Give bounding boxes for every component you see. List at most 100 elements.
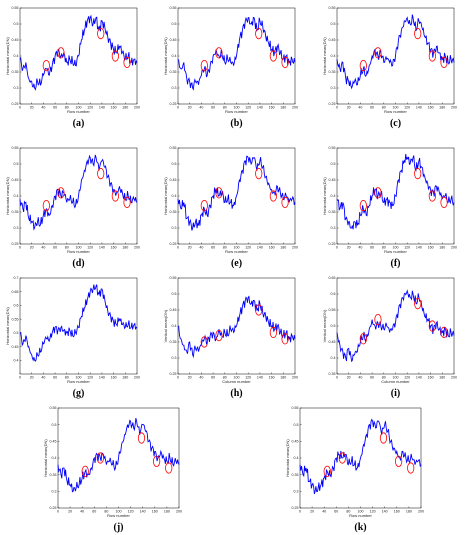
x-tick-label: 60: [92, 510, 96, 514]
highlight-marker: [359, 333, 367, 345]
y-axis-label: Vertical mean(DN): [163, 309, 168, 342]
y-tick-label: 0.45: [12, 178, 19, 182]
x-tick-label: 180: [122, 246, 128, 250]
x-axis-label: Row number: [225, 109, 248, 114]
y-tick-label: 0.55: [329, 308, 336, 312]
highlight-marker: [440, 326, 448, 338]
chart-panel-c: 0 20 40 60 80 100 120 140 160 180 200 0.25 0.3 0.35 0.…: [322, 6, 457, 129]
x-axis-label: Column number: [381, 379, 410, 384]
x-tick-label: 20: [188, 106, 192, 110]
x-tick-label: 180: [439, 376, 445, 380]
y-tick-label: 0.4: [172, 324, 177, 328]
x-tick-label: 180: [280, 106, 286, 110]
highlight-marker: [374, 313, 382, 326]
x-tick-label: 180: [439, 106, 445, 110]
highlight-marker: [96, 452, 104, 464]
highlight-marker: [111, 190, 119, 202]
x-tick-label: 100: [393, 106, 399, 110]
highlight-marker: [374, 187, 382, 199]
highlight-marker: [414, 168, 422, 180]
y-tick-label: 0.35: [170, 340, 177, 344]
x-axis-label: Row number: [67, 379, 90, 384]
highlight-marker: [281, 56, 289, 69]
highlight-marker: [57, 47, 65, 59]
x-axis-label: Row number: [225, 249, 248, 254]
x-tick-label: 60: [211, 376, 215, 380]
y-tick-label: 0.5: [331, 324, 336, 328]
highlight-marker: [97, 168, 105, 180]
x-tick-label: 140: [416, 376, 422, 380]
x-tick-label: 0: [336, 106, 338, 110]
x-tick-label: 160: [152, 510, 158, 514]
highlight-marker: [428, 190, 436, 202]
x-tick-label: 160: [269, 376, 275, 380]
x-tick-label: 20: [347, 246, 351, 250]
x-tick-label: 120: [245, 246, 251, 250]
x-tick-label: 140: [99, 246, 105, 250]
chart-panel-k: 0 20 40 60 80 100 120 140 160 180 200 0.25 0.3 0.35 0.…: [285, 406, 424, 533]
x-tick-label: 40: [41, 246, 45, 250]
x-tick-label: 200: [451, 246, 457, 250]
y-tick-label: 0.25: [170, 102, 177, 106]
x-tick-label: 140: [99, 106, 105, 110]
x-tick-label: 160: [111, 246, 117, 250]
y-axis-label: Horizontal mean(DN): [322, 177, 327, 215]
x-tick-label: 200: [451, 106, 457, 110]
x-tick-label: 80: [65, 106, 69, 110]
x-axis-label: Row number: [67, 109, 90, 114]
y-tick-label: 0.6: [331, 292, 336, 296]
x-tick-label: 140: [99, 376, 105, 380]
series-line: [336, 289, 455, 363]
highlight-marker: [440, 56, 448, 69]
y-tick-label: 0.5: [52, 423, 57, 427]
x-tick-label: 120: [370, 510, 376, 514]
y-tick-label: 0.45: [329, 178, 336, 182]
x-tick-label: 120: [128, 510, 134, 514]
y-tick-label: 0.55: [170, 6, 177, 10]
y-tick-label: 0.45: [329, 38, 336, 42]
highlight-marker: [338, 452, 346, 464]
x-tick-label: 0: [177, 246, 179, 250]
x-tick-label: 180: [122, 106, 128, 110]
x-tick-label: 80: [223, 106, 227, 110]
y-tick-label: 0.45: [50, 440, 57, 444]
x-tick-label: 20: [347, 106, 351, 110]
x-tick-label: 80: [382, 376, 386, 380]
x-tick-label: 200: [292, 376, 298, 380]
x-tick-label: 120: [245, 376, 251, 380]
x-tick-label: 60: [334, 510, 338, 514]
x-tick-label: 60: [53, 246, 57, 250]
x-tick-label: 60: [211, 246, 215, 250]
x-tick-label: 20: [188, 246, 192, 250]
y-tick-label: 0.55: [292, 406, 299, 410]
x-tick-label: 60: [370, 246, 374, 250]
y-tick-label: 0.55: [12, 317, 19, 321]
y-axis-label: Horizontal mean(DN): [5, 37, 10, 75]
y-tick-label: 0.5: [14, 331, 19, 335]
x-tick-label: 100: [393, 376, 399, 380]
y-tick-label: 0.35: [170, 210, 177, 214]
x-tick-label: 120: [87, 246, 93, 250]
x-tick-label: 180: [122, 376, 128, 380]
x-tick-label: 140: [257, 246, 263, 250]
highlight-marker: [137, 432, 146, 444]
highlight-marker: [269, 50, 277, 62]
x-tick-label: 0: [57, 510, 59, 514]
highlight-marker: [200, 336, 208, 348]
y-tick-label: 0.45: [12, 38, 19, 42]
highlight-marker: [269, 190, 277, 202]
x-tick-label: 180: [406, 510, 412, 514]
x-tick-label: 100: [234, 246, 240, 250]
x-tick-label: 160: [269, 106, 275, 110]
x-tick-label: 120: [87, 376, 93, 380]
highlight-marker: [123, 196, 131, 208]
x-tick-label: 40: [199, 106, 203, 110]
x-tick-label: 100: [116, 510, 122, 514]
panel-label: (b): [230, 118, 242, 129]
y-tick-label: 0.3: [52, 490, 57, 494]
x-tick-label: 80: [104, 510, 108, 514]
x-tick-label: 80: [65, 246, 69, 250]
chart-panel-b: 0 20 40 60 80 100 120 140 160 180 200 0.25 0.3 0.35 0.…: [163, 6, 298, 129]
x-axis-label: Row number: [67, 249, 90, 254]
highlight-marker: [359, 200, 367, 212]
